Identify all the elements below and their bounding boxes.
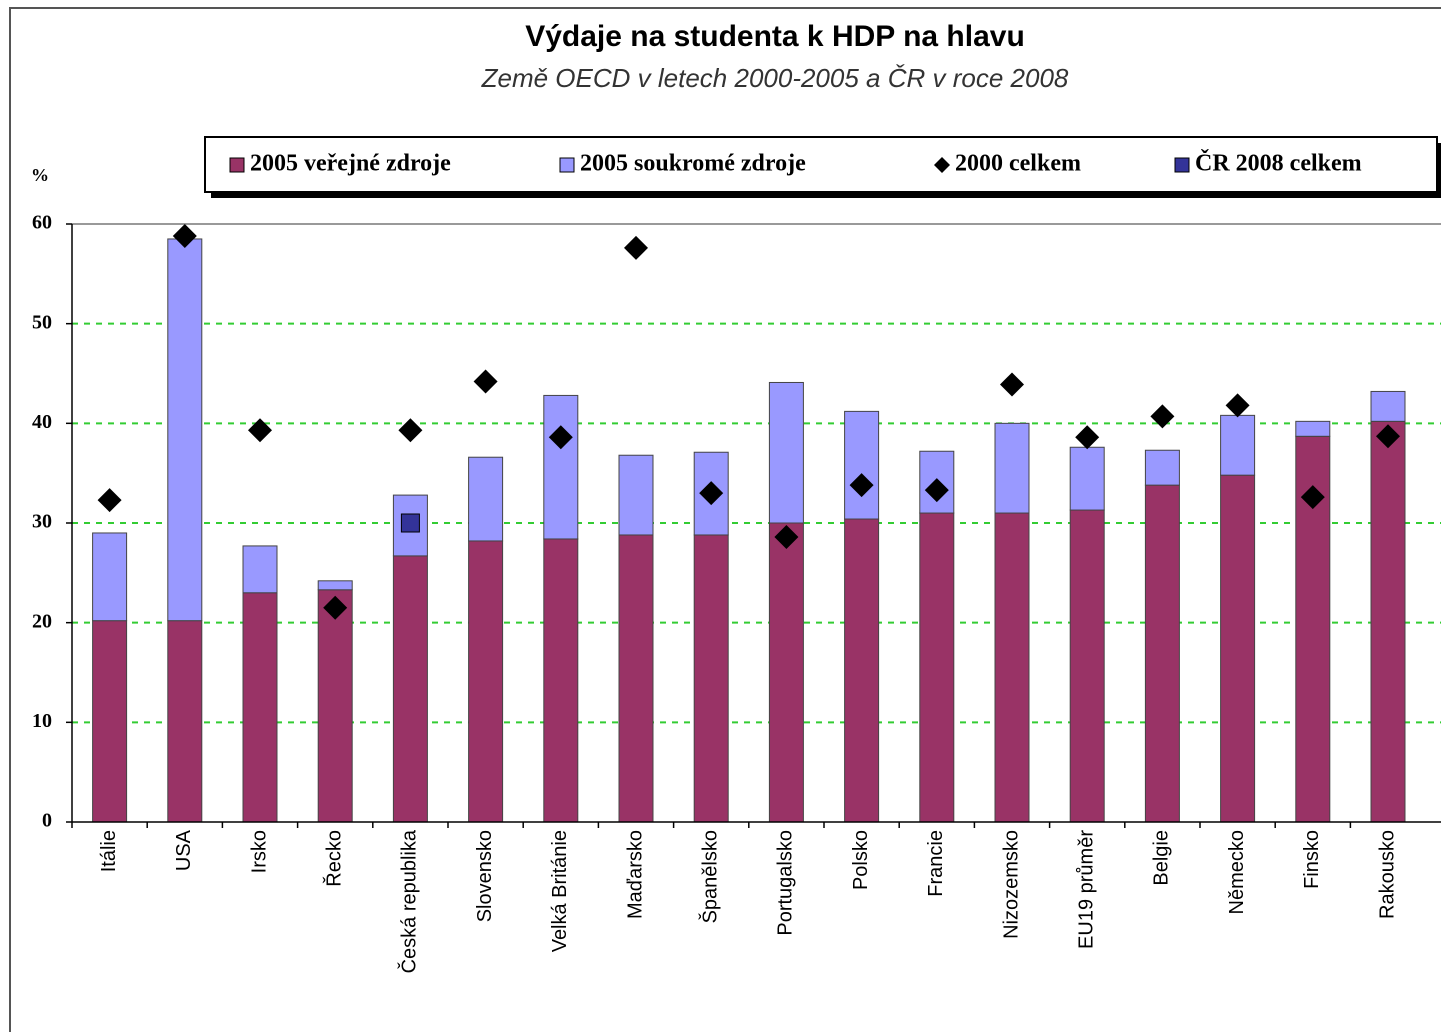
diamond-marker [924,478,949,503]
bar-segment [693,534,729,823]
square-marker [400,513,420,533]
bar-segment [92,532,128,622]
diamond-marker [473,369,498,394]
legend-swatch [229,157,245,173]
bar-segment [1144,484,1180,823]
legend-swatch [559,157,575,173]
bar-segment [1370,390,1406,422]
x-tick-label: Velká Británie [549,830,571,952]
bar-segment [1370,420,1406,823]
x-tick-label: Španělsko [698,830,721,923]
diamond-marker [624,235,648,260]
y-axis-label: % [31,165,49,185]
diamond-marker [849,473,874,498]
x-tick-label: Francie [925,830,947,897]
bar-segment [317,589,353,823]
bar-segment [543,538,579,823]
diamond-marker [1376,424,1400,449]
bar-segment [1069,509,1105,823]
bar-segment [919,512,955,823]
bar-segment [468,456,504,542]
x-tick-label: EU19 průměr [1075,830,1097,949]
bar-segment [392,555,428,823]
diamond-marker [323,595,348,620]
y-tick-label: 0 [42,810,52,832]
bar-segment [92,620,128,823]
bar-segment [994,512,1030,823]
legend-label: 2005 soukromé zdroje [580,151,806,177]
x-tick-label: Polsko [850,830,872,890]
x-tick-label: Nizozemsko [1000,830,1022,939]
bar-segment [1220,474,1256,823]
y-tick-label: 60 [32,212,52,234]
bar-segment [844,518,880,823]
chart-subtitle: Země OECD v letech 2000-2005 a ČR v roce… [481,63,1069,93]
bar-segment [768,381,804,524]
diamond-marker [1150,404,1175,429]
x-tick-label: Itálie [98,830,120,872]
bar-segment [1220,414,1256,476]
legend-swatch [1174,157,1190,173]
bar-segment [242,592,278,823]
x-tick-label: Belgie [1151,830,1173,886]
bar-segment [167,620,203,823]
x-tick-label: USA [173,829,195,871]
diamond-marker [1300,485,1325,510]
x-tick-label: Slovensko [474,830,496,922]
x-tick-label: Finsko [1301,830,1323,889]
legend-label: 2005 veřejné zdroje [250,151,451,177]
diamond-marker [1225,393,1250,418]
legend-label: 2000 celkem [955,151,1081,177]
x-tick-label: Německo [1226,830,1248,914]
x-tick-label: Řecko [322,830,345,887]
bar-segment [468,540,504,823]
bar-segment [994,422,1030,514]
x-tick-label: Portugalsko [775,830,797,936]
chart-title: Výdaje na studenta k HDP na hlavu [525,20,1025,53]
diamond-marker [172,223,197,248]
diamond-marker [398,418,423,443]
y-tick-label: 20 [32,610,52,632]
bar-segment [543,394,579,540]
bar-segment [1069,446,1105,511]
x-tick-label: Rakousko [1376,830,1398,919]
bar-segment [317,580,353,591]
legend-swatch [934,157,950,173]
diamond-marker [97,488,122,513]
legend-box [204,136,1438,193]
diamond-marker [1075,425,1100,450]
diamond-marker [774,524,799,549]
bar-segment [618,454,654,536]
x-tick-label: Česká republika [398,829,421,973]
bar-segment [242,545,278,594]
x-tick-label: Maďarsko [624,830,646,919]
bar-segment [1295,420,1331,437]
legend-label: ČR 2008 celkem [1195,150,1362,177]
y-tick-label: 40 [32,411,52,433]
x-tick-label: Irsko [248,830,270,873]
diamond-marker [1000,372,1024,397]
y-tick-label: 50 [32,311,52,333]
bar-segment [844,410,880,520]
diamond-marker [248,418,272,443]
bar-segment [618,534,654,823]
diamond-marker [548,425,573,450]
diamond-marker [699,481,724,506]
bar-segment [167,238,203,622]
y-tick-label: 10 [32,710,52,732]
bar-segment [1144,449,1180,486]
bar-segment [768,522,804,823]
y-tick-label: 30 [32,511,52,533]
